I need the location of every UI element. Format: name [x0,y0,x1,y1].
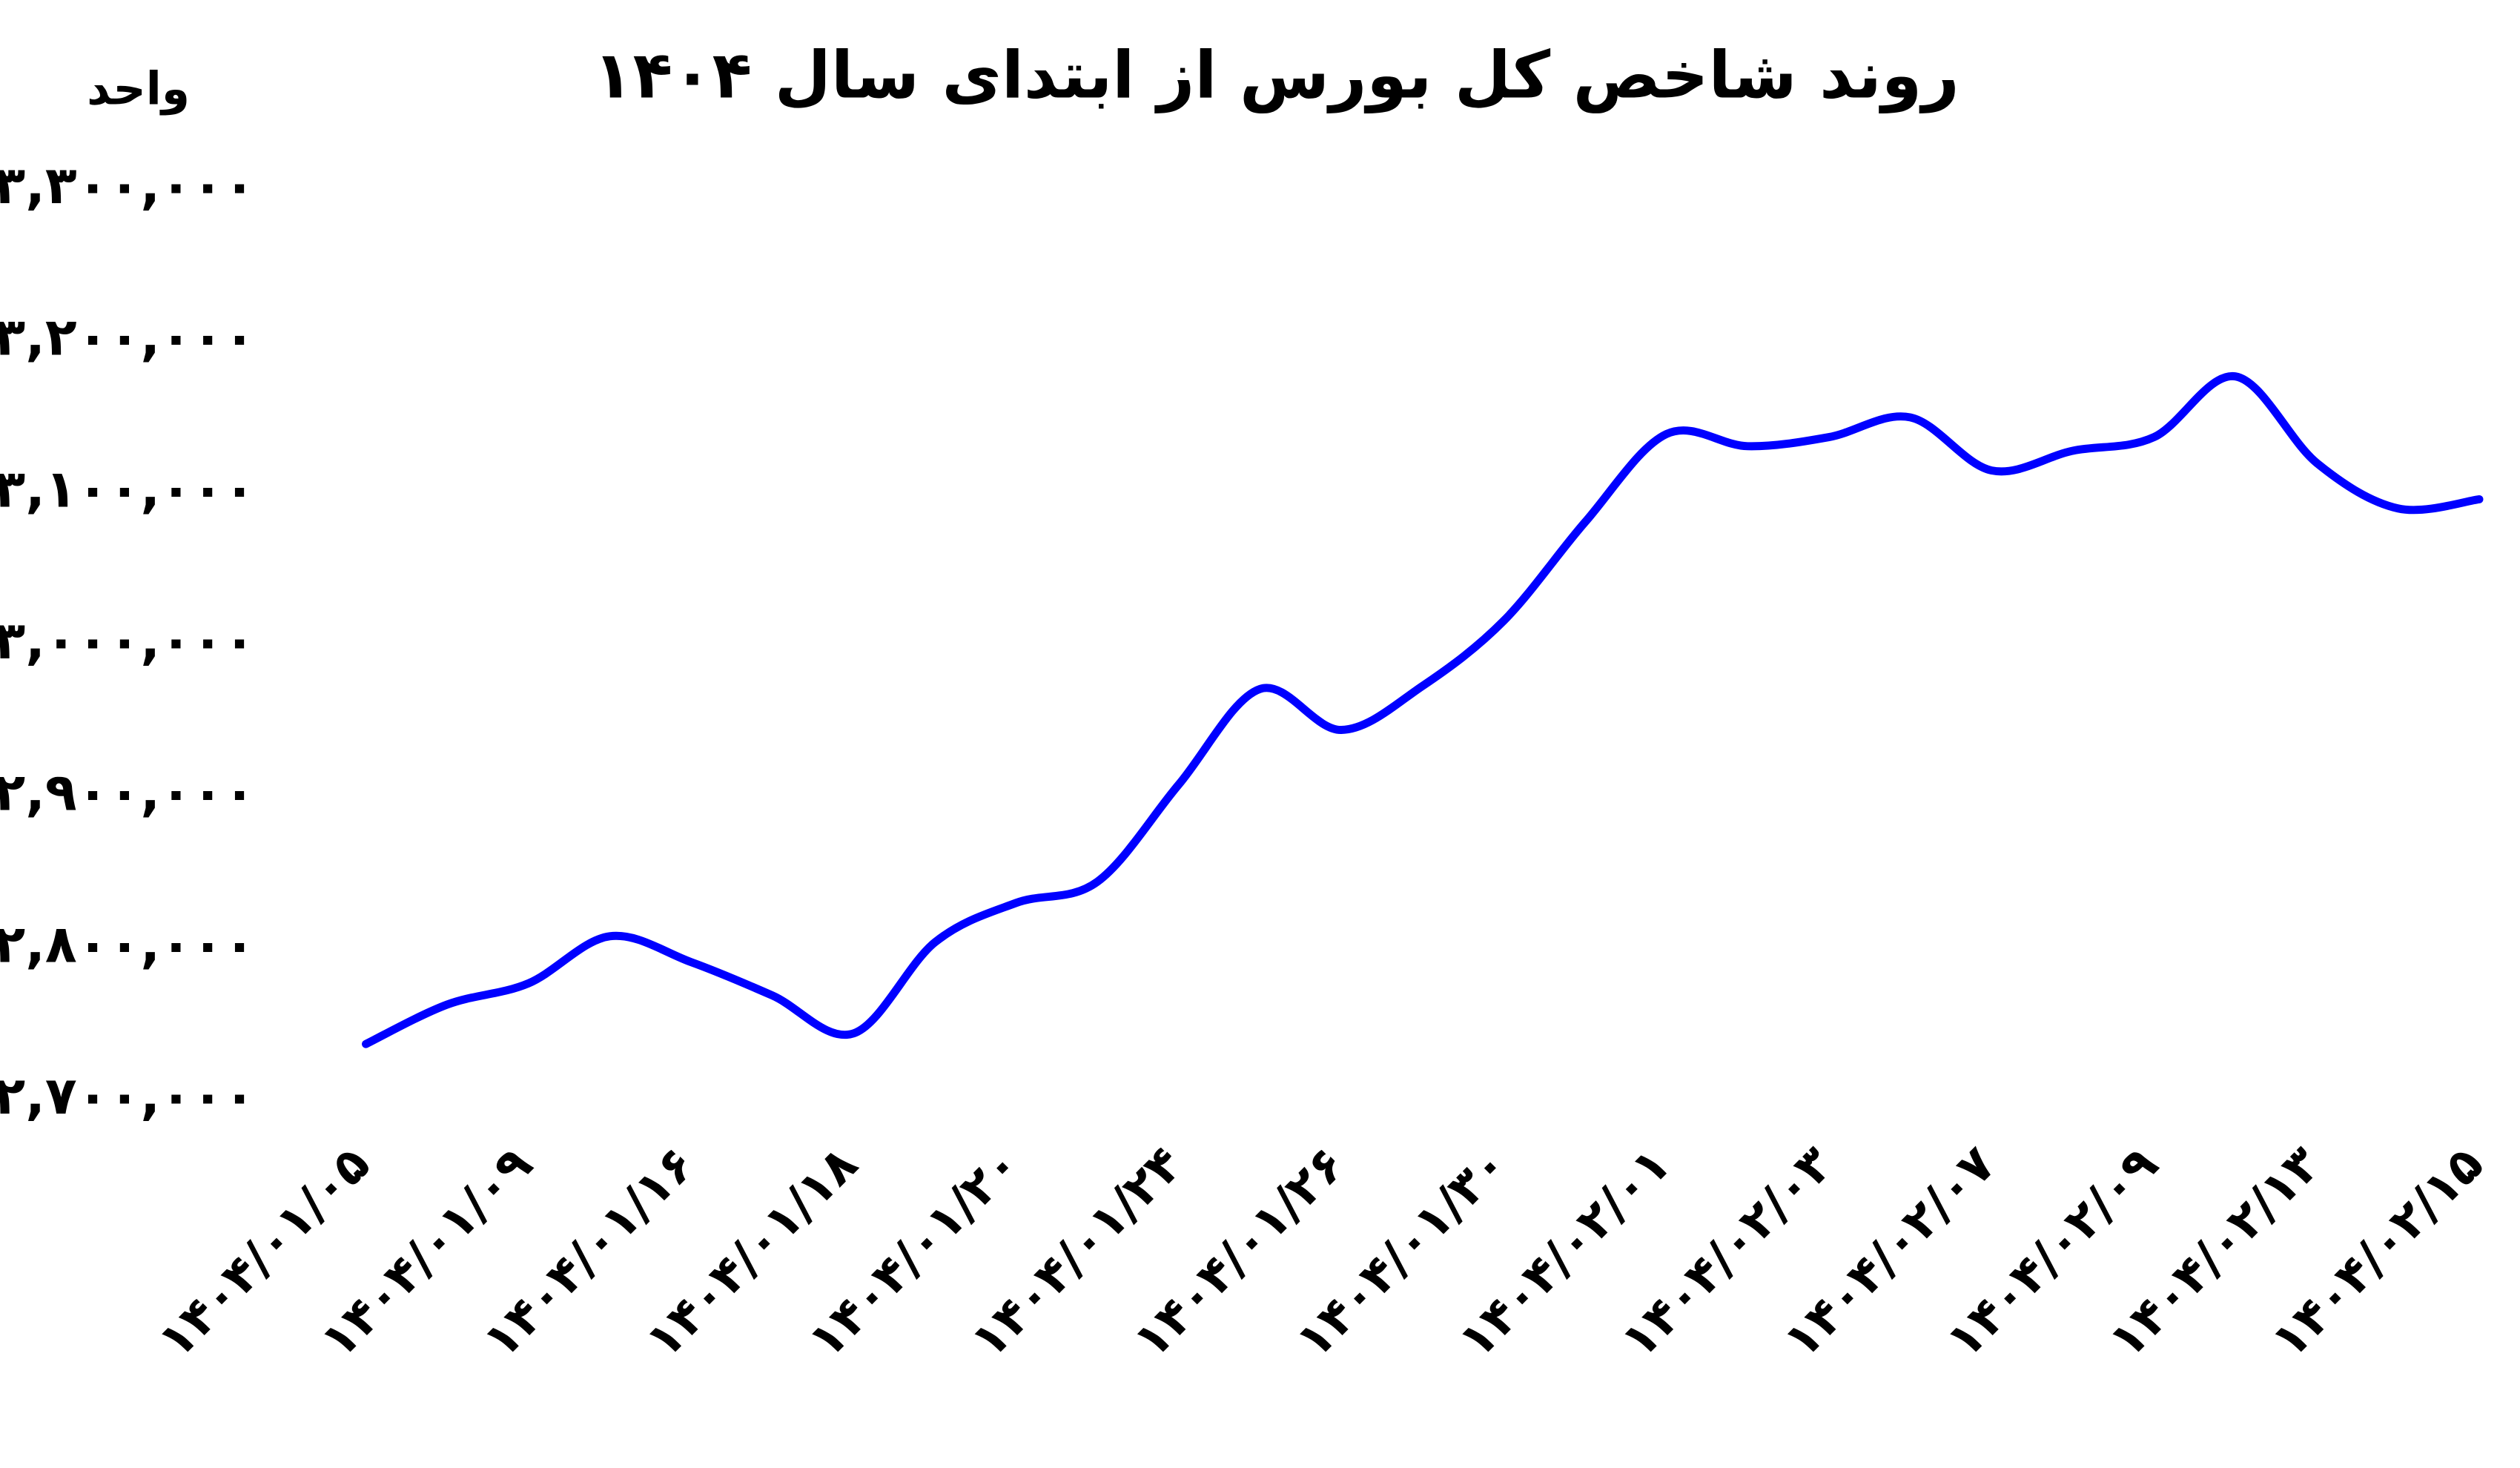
y-tick-label: ۳,۳۰۰,۰۰۰ [0,155,255,216]
chart-title: روند شاخص کل بورس از ابتدای سال ۱۴۰۴ [593,38,1960,114]
y-tick-label: ۲,۷۰۰,۰۰۰ [0,1065,255,1126]
y-tick-label: ۳,۱۰۰,۰۰۰ [0,458,255,519]
series-line [362,372,2484,1048]
y-tick-label: ۳,۲۰۰,۰۰۰ [0,307,255,368]
y-tick-label: ۲,۸۰۰,۰۰۰ [0,913,255,974]
y-tick-label: ۲,۹۰۰,۰۰۰ [0,762,255,823]
y-tick-label: ۳,۰۰۰,۰۰۰ [0,610,255,671]
y-axis-label: واحد [87,62,190,115]
